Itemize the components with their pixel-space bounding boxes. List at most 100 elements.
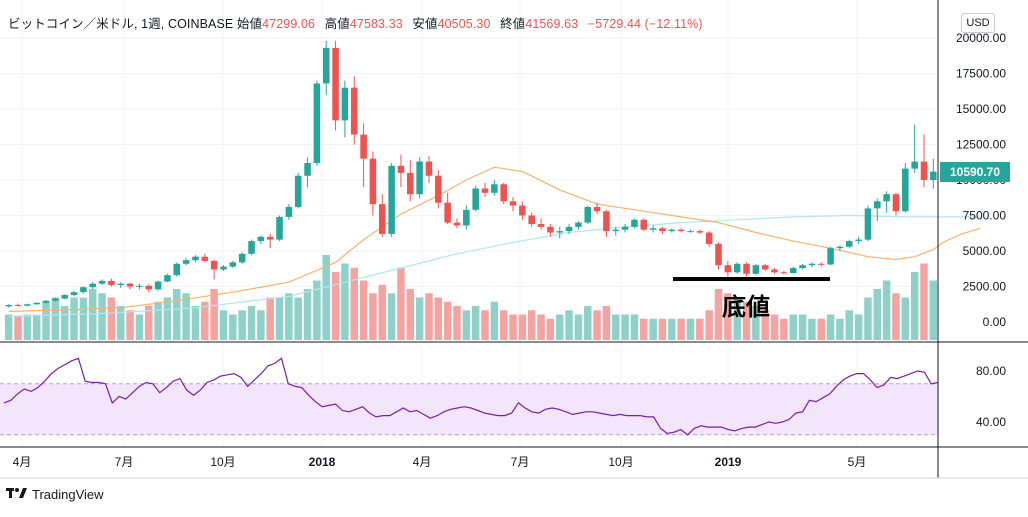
volume-bar (696, 318, 704, 340)
candle-body (491, 184, 498, 193)
candle-body (182, 260, 190, 264)
low-value: 40505.30 (437, 17, 491, 31)
candle-body (248, 241, 255, 254)
volume-bar (817, 318, 825, 340)
open-value: 47299.06 (262, 17, 316, 31)
volume-bar (359, 280, 368, 340)
candle-body (136, 285, 143, 287)
volume-bar (247, 306, 256, 340)
candle-body (696, 231, 704, 233)
candle-body (407, 172, 414, 195)
candle-body (304, 162, 311, 176)
candle-body (24, 304, 31, 306)
candle-body (724, 265, 732, 273)
volume-bar (397, 267, 405, 340)
volume-bar (182, 293, 190, 340)
volume-bar (303, 289, 312, 340)
volume-bar (499, 310, 508, 340)
candle-body (379, 204, 386, 234)
y-tick-label: 12500.00 (956, 138, 1006, 152)
volume-bar (331, 272, 340, 340)
candle-body (416, 161, 423, 195)
tradingview-brand[interactable]: TradingView (6, 487, 104, 502)
volume-bar (406, 289, 415, 340)
y-tick-label: 0.00 (983, 315, 1007, 329)
rsi-line (3, 357, 939, 436)
rsi-tick-label: 40.00 (976, 415, 1006, 429)
volume-bar (854, 314, 863, 340)
volume-bar (70, 297, 78, 340)
candle-body (425, 161, 433, 176)
candle-body (42, 300, 50, 303)
candle-body (649, 228, 657, 230)
volume-bar (714, 289, 723, 340)
candle-body (108, 280, 115, 286)
candle-body (126, 283, 134, 287)
candle-body (210, 260, 218, 270)
volume-bar (294, 297, 302, 340)
candle-body (257, 236, 265, 242)
close-value: 41569.63 (525, 17, 579, 31)
candle-body (52, 298, 59, 301)
volume-bar (565, 310, 573, 340)
candle-body (238, 253, 246, 263)
candle-body (743, 263, 750, 274)
tradingview-logo-icon (6, 487, 28, 502)
grid-lines (0, 0, 938, 447)
volume-bar (509, 314, 517, 340)
candle-body (70, 292, 78, 296)
candle-body (509, 201, 517, 206)
candle-body (33, 302, 40, 305)
candle-body (463, 209, 470, 226)
candle-body (808, 263, 816, 266)
candle-body (453, 222, 461, 226)
rsi-band (0, 383, 938, 436)
volume-bar (490, 301, 499, 340)
volume-bar (369, 293, 377, 340)
candle-body (145, 285, 153, 290)
x-tick-label: 4月 (13, 455, 32, 469)
candle-body (397, 165, 405, 173)
volume-bar (686, 318, 695, 340)
volume-bar (724, 293, 732, 340)
candle-body (715, 243, 722, 266)
candle-body (220, 266, 227, 270)
volume-bar (537, 314, 545, 340)
volume-bar (808, 318, 816, 340)
volume-bar (527, 310, 536, 340)
candle-body (677, 229, 685, 232)
candle-body (621, 226, 629, 230)
candle-body (229, 262, 237, 267)
volume-bar (752, 306, 760, 340)
currency-button[interactable]: USD (961, 13, 995, 33)
candle-body (341, 87, 349, 121)
bottom-annotation: 底値 (722, 293, 770, 321)
volume-bar (780, 318, 788, 340)
volume-bar (163, 297, 172, 340)
volume-bar (257, 310, 265, 340)
volume-bar (154, 301, 162, 340)
candle-body (920, 161, 928, 180)
volume-bar (826, 314, 835, 340)
last-price-tag: 10590.70 (940, 162, 1010, 182)
candle-body (192, 256, 199, 261)
candle-body (640, 219, 648, 230)
rsi-band-fill (0, 383, 938, 435)
volume-bar (677, 318, 685, 340)
volume-bar (434, 297, 443, 340)
candle-body (547, 226, 554, 233)
volume-bar (210, 289, 218, 340)
volume-bar (443, 301, 452, 340)
candle-body (668, 229, 676, 232)
volume-bar (126, 310, 134, 340)
volume-bar (518, 314, 527, 340)
moving-average-blue (8, 214, 980, 317)
candle-body (5, 304, 12, 307)
volume-bar (864, 297, 872, 340)
volume-bar (238, 310, 246, 340)
candle-body (164, 275, 171, 282)
volume-bar (322, 255, 330, 340)
close-label: 終値 (500, 17, 526, 31)
candle-body (313, 83, 321, 163)
